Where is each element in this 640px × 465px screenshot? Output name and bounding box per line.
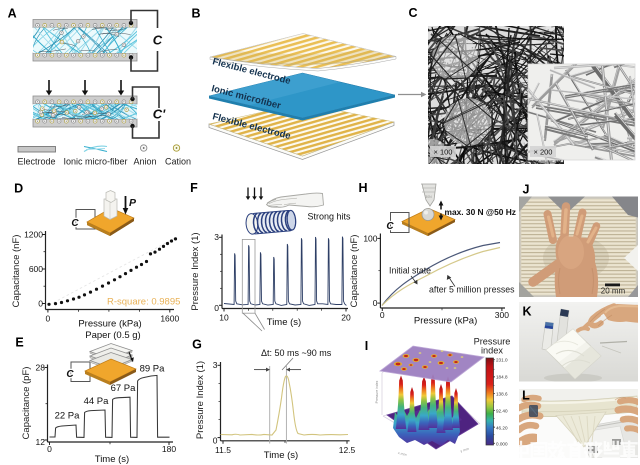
svg-text:Capacitance (pF): Capacitance (pF) [21, 367, 32, 440]
svg-text:Time (s): Time (s) [267, 317, 301, 328]
svg-text:index: index [481, 346, 503, 356]
svg-text:92.40: 92.40 [496, 408, 508, 413]
svg-text:44 Pa: 44 Pa [84, 396, 110, 407]
svg-text:C: C [66, 369, 74, 380]
svg-text:28: 28 [36, 363, 46, 373]
svg-text:0: 0 [380, 310, 385, 320]
svg-text:Anion: Anion [133, 157, 156, 167]
svg-text:F: F [190, 181, 198, 195]
svg-text:A: A [8, 6, 17, 20]
svg-text:300: 300 [495, 310, 509, 320]
svg-text:L: L [522, 389, 530, 403]
svg-text:Strong hits: Strong hits [307, 212, 351, 222]
svg-text:Capacitance (nF): Capacitance (nF) [349, 235, 360, 308]
svg-text:0: 0 [213, 436, 218, 446]
svg-text:× 200: × 200 [534, 148, 553, 157]
svg-text:C: C [71, 218, 79, 229]
svg-text:12: 12 [36, 437, 46, 447]
svg-text:B: B [191, 6, 200, 20]
svg-text:46.20: 46.20 [496, 425, 508, 430]
svg-text:Electrode: Electrode [17, 157, 55, 167]
svg-text:20 mm: 20 mm [601, 287, 626, 296]
svg-text:Cation: Cation [165, 157, 191, 167]
svg-text:20: 20 [341, 313, 351, 323]
svg-text:0: 0 [373, 298, 378, 308]
svg-text:C: C [408, 6, 417, 20]
svg-text:10: 10 [219, 313, 229, 323]
svg-text:E: E [15, 336, 23, 350]
svg-text:12.5: 12.5 [339, 445, 356, 455]
svg-text:Time (s): Time (s) [264, 450, 298, 461]
svg-text:1600: 1600 [160, 314, 179, 324]
svg-text:G: G [192, 338, 202, 352]
svg-text:3: 3 [214, 232, 219, 242]
svg-text:Initial state: Initial state [389, 266, 431, 276]
svg-text:Pressure index: Pressure index [375, 380, 379, 403]
svg-text:Time (s): Time (s) [95, 454, 129, 465]
svg-text:89 Pa: 89 Pa [140, 364, 166, 375]
svg-text:180: 180 [162, 444, 176, 454]
svg-text:J: J [523, 183, 530, 197]
svg-text:600: 600 [29, 264, 43, 274]
svg-text:Pressure: Pressure [474, 337, 511, 347]
svg-text:Pressure Index (1): Pressure Index (1) [190, 232, 201, 310]
svg-text:100: 100 [363, 234, 377, 244]
svg-text:3: 3 [213, 360, 218, 370]
svg-text:0: 0 [47, 444, 52, 454]
svg-text:30N: 30N [425, 195, 432, 199]
svg-text:Paper (0.5 g): Paper (0.5 g) [85, 330, 140, 341]
svg-text:231.0: 231.0 [496, 357, 508, 362]
svg-text:P: P [129, 197, 137, 209]
svg-text:x mm: x mm [397, 451, 407, 457]
svg-text:Pressure (kPa): Pressure (kPa) [414, 316, 477, 327]
svg-text:0: 0 [38, 299, 43, 309]
svg-text:I: I [365, 339, 368, 353]
svg-text:C: C [386, 221, 394, 232]
svg-text:C': C' [153, 107, 166, 122]
svg-text:1200: 1200 [24, 230, 43, 240]
svg-text:H: H [358, 181, 367, 195]
svg-text:y mm: y mm [460, 447, 470, 454]
svg-text:max. 30 N @50 Hz: max. 30 N @50 Hz [445, 207, 516, 217]
svg-text:K: K [522, 305, 531, 319]
svg-text:11.5: 11.5 [215, 445, 231, 455]
svg-text:0: 0 [46, 314, 51, 324]
svg-text:× 100: × 100 [434, 148, 453, 157]
svg-text:0: 0 [214, 303, 219, 313]
svg-text:22 Pa: 22 Pa [55, 411, 81, 422]
svg-text:Ionic micro-fiber: Ionic micro-fiber [63, 157, 127, 167]
svg-text:C: C [153, 33, 163, 48]
svg-text:D: D [14, 181, 23, 195]
svg-text:Pressure Index (1): Pressure Index (1) [195, 361, 206, 439]
svg-text:Capacitance (nF): Capacitance (nF) [11, 235, 22, 308]
svg-text:R-square: 0.9895: R-square: 0.9895 [107, 297, 180, 308]
svg-text:after 5 million presses: after 5 million presses [429, 285, 515, 295]
svg-text:184.8: 184.8 [496, 374, 508, 379]
svg-text:Δt: 50 ms ~90 ms: Δt: 50 ms ~90 ms [261, 348, 332, 358]
svg-text:138.6: 138.6 [496, 391, 508, 396]
svg-text:0.000: 0.000 [496, 441, 508, 446]
svg-text:67 Pa: 67 Pa [111, 383, 137, 394]
svg-text:Pressure (kPa): Pressure (kPa) [78, 319, 141, 330]
